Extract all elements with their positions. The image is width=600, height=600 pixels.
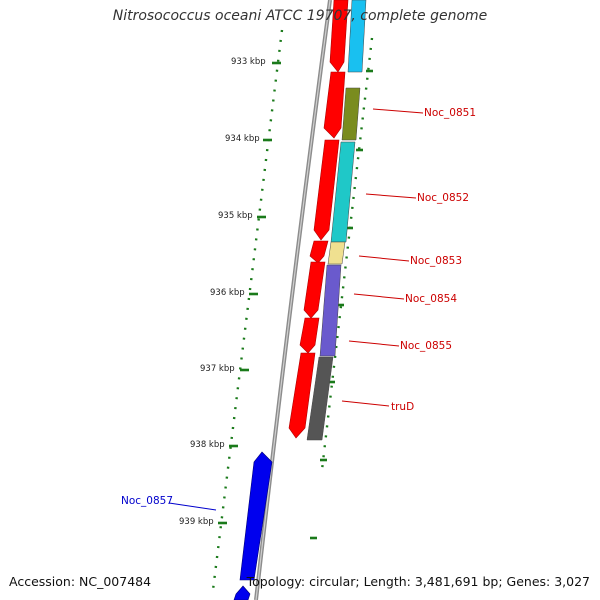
forward-cds-3	[313, 139, 340, 241]
gene-leader-lines	[168, 108, 424, 511]
accession-text: Accession: NC_007484	[9, 574, 152, 589]
leader-noc-0855	[348, 340, 400, 347]
gene-block-noc-0853	[327, 241, 346, 265]
reverse-cds-group	[233, 451, 273, 600]
forward-cds-2	[323, 71, 346, 139]
ruler-ticks	[218, 61, 281, 525]
gene-labels: Noc_0851 Noc_0852 Noc_0853 Noc_0854 Noc_…	[121, 107, 476, 507]
gene-block-top	[347, 0, 367, 73]
ruler-tick-label: 939 kbp	[179, 517, 214, 527]
forward-cds-5	[303, 261, 326, 319]
gene-label: Noc_0857	[121, 495, 173, 507]
forward-cds-4	[309, 240, 329, 264]
gene-track	[306, 0, 367, 441]
leader-noc-0852	[365, 193, 417, 199]
gene-label: Noc_0851	[424, 107, 476, 119]
reverse-cds-next	[233, 585, 251, 600]
leader-noc-0854	[353, 293, 405, 300]
forward-cds-6	[299, 317, 320, 354]
map-title: Nitrosococcus oceani ATCC 19707, complet…	[112, 8, 488, 24]
genome-backbone-highlight	[255, 0, 331, 600]
outer-tick-marks	[310, 69, 373, 540]
forward-cds-7	[288, 352, 316, 439]
forward-cds-1	[329, 0, 349, 73]
ruler-tick-label: 936 kbp	[210, 288, 245, 298]
gene-block-noc-0851	[341, 87, 361, 141]
gene-block-noc-0854	[319, 264, 342, 357]
ruler-tick-label: 934 kbp	[225, 134, 260, 144]
ruler-tick-labels: 933 kbp 934 kbp 935 kbp 936 kbp 937 kbp …	[179, 57, 266, 527]
gene-label: Noc_0853	[410, 255, 462, 267]
leader-noc-0857	[168, 502, 217, 511]
ruler-tick-label: 933 kbp	[231, 57, 266, 67]
leader-trud	[341, 400, 390, 407]
ruler-tick-label: 937 kbp	[200, 364, 235, 374]
gene-label: Noc_0852	[417, 192, 469, 204]
ruler-tick-label: 935 kbp	[218, 211, 253, 221]
gene-block-trud	[306, 356, 334, 441]
gene-label: Noc_0855	[400, 340, 452, 352]
gene-label: truD	[391, 401, 414, 413]
gene-block-noc-0852	[330, 141, 356, 243]
gene-label: Noc_0854	[405, 293, 457, 305]
genome-summary-text: Topology: circular; Length: 3,481,691 bp…	[246, 574, 590, 589]
ruler-tick-label: 938 kbp	[190, 440, 225, 450]
reverse-cds-noc-0857	[239, 451, 273, 581]
ruler-dotted-line-inner	[211, 29, 284, 591]
leader-noc-0851	[372, 108, 424, 114]
forward-cds-group	[288, 0, 349, 439]
leader-noc-0853	[358, 255, 410, 262]
